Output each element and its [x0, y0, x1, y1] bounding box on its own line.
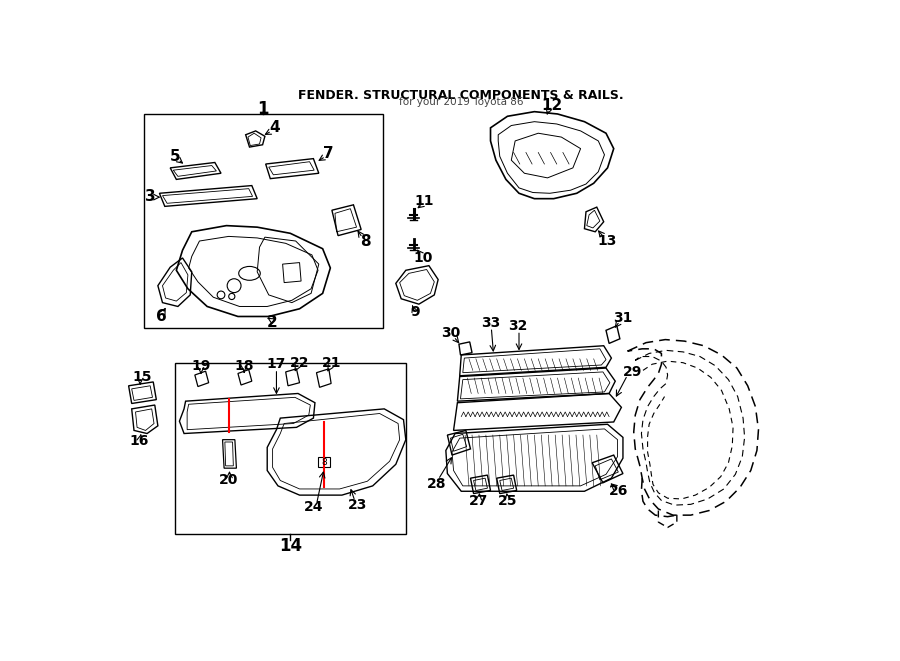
- Text: 31: 31: [613, 311, 633, 325]
- Text: 19: 19: [192, 359, 211, 373]
- Text: 9: 9: [410, 305, 420, 319]
- Text: 29: 29: [623, 365, 642, 379]
- Text: 30: 30: [441, 327, 460, 340]
- Text: 12: 12: [542, 98, 562, 113]
- Text: for your 2019 Toyota 86: for your 2019 Toyota 86: [399, 97, 524, 107]
- Text: 15: 15: [132, 370, 151, 384]
- Bar: [144, 114, 382, 328]
- Text: 17: 17: [266, 357, 286, 371]
- Bar: [175, 363, 406, 533]
- Text: 14: 14: [279, 537, 302, 555]
- Text: 8: 8: [361, 233, 371, 249]
- Text: 8: 8: [321, 457, 327, 467]
- Text: 28: 28: [427, 477, 446, 490]
- Text: 6: 6: [156, 309, 166, 324]
- Text: 25: 25: [498, 494, 518, 508]
- Text: 21: 21: [322, 356, 342, 369]
- Text: 10: 10: [413, 251, 432, 265]
- Text: 4: 4: [270, 120, 280, 136]
- Text: 18: 18: [234, 359, 254, 373]
- Text: 33: 33: [481, 316, 500, 330]
- Text: 5: 5: [169, 149, 180, 164]
- Text: 2: 2: [267, 315, 278, 330]
- Text: FENDER. STRUCTURAL COMPONENTS & RAILS.: FENDER. STRUCTURAL COMPONENTS & RAILS.: [299, 89, 624, 102]
- Text: 3: 3: [145, 189, 156, 204]
- Text: 26: 26: [608, 485, 628, 498]
- Text: 13: 13: [598, 234, 617, 248]
- Text: 16: 16: [130, 434, 149, 448]
- Text: 32: 32: [508, 319, 528, 332]
- Text: 7: 7: [323, 145, 334, 161]
- Text: 11: 11: [415, 194, 434, 208]
- Text: 22: 22: [290, 356, 310, 369]
- Text: 27: 27: [469, 494, 488, 508]
- Text: 20: 20: [219, 473, 238, 486]
- Bar: [318, 457, 330, 467]
- Text: 1: 1: [256, 100, 268, 118]
- Text: 23: 23: [347, 498, 367, 512]
- Text: 24: 24: [303, 500, 323, 514]
